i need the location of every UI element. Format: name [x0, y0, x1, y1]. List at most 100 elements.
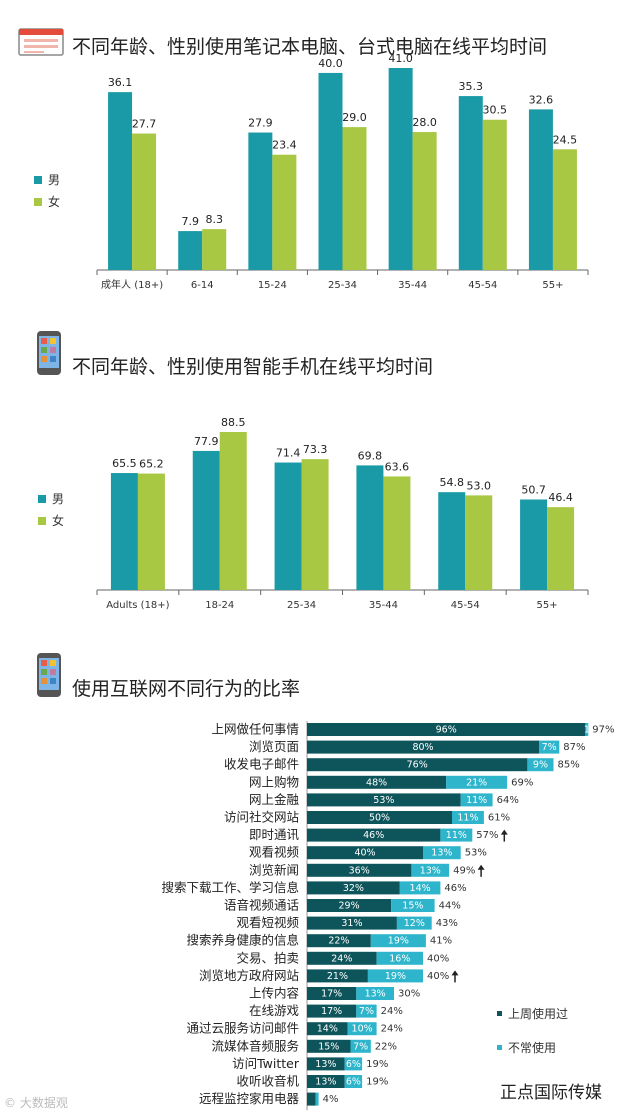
data-label: 24.5: [553, 133, 578, 146]
bar-male: [110, 473, 138, 590]
category-label: 搜索下载工作、学习信息: [161, 880, 299, 895]
data-label: 14%: [410, 883, 431, 894]
data-label: 7%: [542, 742, 557, 753]
data-label: 63.6: [385, 460, 410, 473]
category-label: 即时通讯: [249, 827, 300, 842]
data-label: 21%: [327, 971, 348, 982]
data-label: 13%: [431, 848, 452, 859]
data-label: 22%: [328, 936, 349, 947]
bar-infrequent: [370, 934, 426, 948]
x-tick-label: 成年人 (18+): [101, 278, 163, 291]
bar-male: [520, 499, 548, 590]
data-label: 50%: [369, 813, 390, 824]
total-label: 46%: [444, 883, 466, 894]
data-label: 40.0: [318, 57, 343, 70]
bar-infrequent: [356, 987, 394, 1000]
data-label: 30.5: [483, 104, 508, 117]
data-label: 17%: [321, 1006, 342, 1017]
data-label: 77.9: [194, 435, 219, 448]
data-label: 28.0: [412, 116, 437, 129]
category-label: 上网做任何事情: [211, 722, 299, 737]
data-label: 11%: [446, 830, 467, 841]
bar-infrequent: [527, 758, 554, 772]
bar-used-last-week: [307, 863, 412, 877]
category-label: 观看视频: [249, 845, 300, 860]
legend-swatch: [497, 1011, 502, 1016]
bar-used-last-week: [307, 899, 392, 912]
category-label: 观看短视频: [236, 915, 299, 930]
bar-infrequent: [539, 740, 560, 754]
bar-infrequent: [460, 793, 493, 807]
laptop-chart-panel: 不同年龄、性别使用笔记本电脑、台式电脑在线平均时间 成年人 (18+) 36.1 2…: [0, 0, 640, 300]
bar-infrequent: [446, 775, 508, 789]
data-label: 13%: [315, 1077, 336, 1088]
category-label: 浏览新闻: [249, 862, 299, 877]
data-label: 6%: [346, 1059, 361, 1070]
bar-infrequent: [452, 811, 484, 824]
bar-male: [528, 109, 553, 270]
data-label: 13%: [420, 865, 441, 876]
category-label: 通过云服务访问邮件: [186, 1021, 299, 1036]
total-label: 19%: [366, 1077, 388, 1088]
bar-used-last-week: [307, 1022, 348, 1036]
total-label: 41%: [430, 936, 452, 947]
total-label: 97%: [592, 725, 614, 736]
bar-infrequent: [356, 1004, 377, 1018]
data-label: 53%: [373, 795, 394, 806]
total-label: 85%: [558, 760, 580, 771]
legend-label: 男: [52, 492, 64, 506]
bar-used-last-week: [307, 1092, 316, 1106]
category-label: 语音视频通话: [224, 898, 299, 913]
total-label: 19%: [366, 1059, 388, 1070]
data-label: 19%: [385, 971, 406, 982]
category-label: 浏览页面: [249, 739, 299, 754]
data-label: 13%: [365, 989, 386, 1000]
bar-infrequent: [411, 863, 450, 877]
total-label: 24%: [381, 1024, 403, 1035]
category-label: 搜索养身健康的信息: [186, 933, 299, 948]
bar-male: [318, 72, 343, 271]
legend-swatch: [38, 495, 46, 503]
data-label: 65.2: [139, 458, 164, 471]
bar-female: [412, 132, 437, 270]
bar-female: [301, 459, 329, 590]
up-arrow-icon: [477, 864, 485, 870]
data-label: 29%: [338, 901, 359, 912]
data-label: 54.8: [440, 476, 465, 489]
bar-male: [178, 231, 203, 270]
data-label: 76%: [407, 760, 428, 771]
category-label: 交易、拍卖: [236, 950, 299, 965]
data-label: 46.4: [548, 491, 573, 504]
category-label: 流媒体音频服务: [211, 1038, 299, 1053]
bar-used-last-week: [307, 793, 461, 807]
bar-female: [552, 149, 577, 270]
bar-infrequent: [376, 951, 423, 965]
total-label: 57%: [476, 830, 498, 841]
data-label: 27.9: [248, 117, 273, 130]
bar-male: [388, 68, 413, 270]
bar-female: [132, 133, 157, 270]
data-label: 88.5: [221, 416, 246, 429]
data-label: 36%: [349, 865, 370, 876]
up-arrow-icon: [500, 829, 508, 835]
bar-female: [202, 229, 227, 270]
data-label: 73.3: [303, 443, 328, 456]
bar-female: [272, 154, 297, 270]
total-label: 22%: [375, 1041, 397, 1052]
x-tick-label: 45-54: [468, 280, 497, 291]
total-label: 69%: [511, 777, 533, 788]
legend-label: 不常使用: [508, 1040, 556, 1055]
legend-label: 女: [48, 194, 60, 209]
bar-used-last-week: [307, 1057, 345, 1071]
bar-female: [137, 473, 165, 590]
category-label: 在线游戏: [249, 1003, 299, 1018]
data-label: 11%: [457, 813, 478, 824]
data-label: 29.0: [342, 111, 367, 124]
data-label: 32%: [343, 883, 364, 894]
bar-infrequent: [347, 1022, 377, 1036]
data-label: 7%: [353, 1041, 368, 1052]
bar-male: [356, 465, 384, 590]
data-label: 6%: [346, 1077, 361, 1088]
data-label: 27.7: [132, 118, 157, 131]
